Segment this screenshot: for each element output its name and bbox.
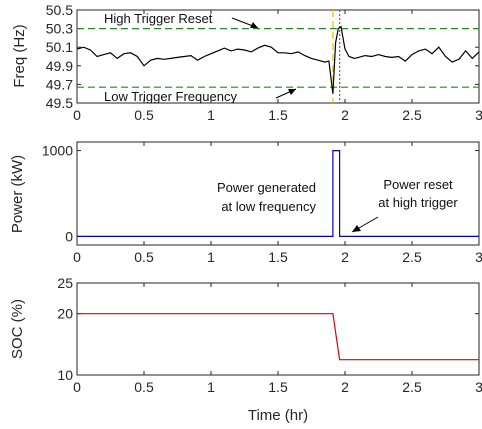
frequency-yticks: 50.5 50.3 50.1 49.9 49.7 49.5 — [46, 2, 479, 111]
frequency-series — [76, 25, 480, 94]
annotation-arrowhead-low — [288, 89, 296, 95]
annotation-arrowhead-high — [250, 22, 258, 28]
power-series — [77, 150, 479, 237]
frequency-panel: Freq (Hz) 50.5 50.3 50.1 49.9 49.7 49.5 0 0.5 1… — [11, 2, 482, 123]
soc-series-line — [77, 313, 479, 361]
soc-xlabel: Time (hr) — [248, 407, 308, 424]
soc-ytick-label: 25 — [57, 275, 73, 291]
power-ylabel: Power (kW) — [9, 155, 26, 233]
freq-xtick-label: 2.5 — [402, 107, 422, 123]
soc-ytick-label: 20 — [57, 306, 73, 322]
power-xtick-label: 2 — [341, 249, 349, 265]
power-ytick-label: 1000 — [42, 143, 73, 159]
soc-yticks: 25 20 10 — [57, 275, 479, 383]
annotation-low-trigger-frequency: Low Trigger Frequency — [104, 89, 237, 104]
annotation-high-trigger-reset: High Trigger Reset — [104, 11, 213, 26]
soc-xtick-label: 0.5 — [134, 379, 154, 395]
soc-ytick-label: 10 — [57, 367, 73, 383]
soc-xticks: 0 0.5 1 1.5 2 2.5 3 — [73, 283, 482, 395]
frequency-ylabel: Freq (Hz) — [11, 24, 28, 87]
soc-xtick-label: 1 — [207, 379, 215, 395]
freq-xtick-label: 2 — [341, 107, 349, 123]
freq-xtick-label: 1 — [207, 107, 215, 123]
power-plot-area — [76, 141, 480, 246]
soc-ylabel: SOC (%) — [9, 299, 26, 359]
soc-xtick-label: 3 — [475, 379, 482, 395]
annotation-power-reset-line2: at high trigger — [378, 195, 458, 210]
freq-xtick-label: 3 — [475, 107, 482, 123]
freq-ytick-label: 49.9 — [46, 58, 73, 74]
soc-panel: SOC (%) Time (hr) 25 20 10 0 0.5 1 1.5 2 2.5 3 — [9, 275, 482, 424]
freq-ytick-label: 50.5 — [46, 2, 73, 18]
annotation-power-generated-line2: at low frequency — [221, 199, 316, 214]
freq-xtick-label: 1.5 — [268, 107, 288, 123]
freq-ytick-label: 49.5 — [46, 95, 73, 111]
soc-series — [77, 313, 479, 361]
freq-ytick-label: 49.7 — [46, 76, 73, 92]
freq-ytick-label: 50.3 — [46, 21, 73, 37]
power-xticks: 0 0.5 1 1.5 2 2.5 3 — [73, 142, 482, 265]
soc-xtick-label: 2.5 — [402, 379, 422, 395]
freq-xtick-label: 0 — [73, 107, 81, 123]
soc-plot-area — [76, 282, 480, 376]
power-ytick-label: 0 — [65, 228, 73, 244]
freq-series-line — [76, 25, 480, 94]
power-xtick-label: 2.5 — [402, 249, 422, 265]
soc-xtick-label: 0 — [73, 379, 81, 395]
power-xtick-label: 0.5 — [134, 249, 154, 265]
annotation-arrowhead-power-reset — [352, 225, 361, 232]
annotation-power-generated-line1: Power generated — [217, 180, 316, 195]
power-panel: Power (kW) 1000 0 0 0.5 1 1.5 2 2.5 3 Power gen… — [9, 141, 482, 265]
power-xtick-label: 0 — [73, 249, 81, 265]
power-xtick-label: 3 — [475, 249, 482, 265]
power-series-line — [77, 150, 479, 237]
soc-xtick-label: 1.5 — [268, 379, 288, 395]
frequency-xticks: 0 0.5 1 1.5 2 2.5 3 — [73, 10, 482, 123]
freq-ytick-label: 50.1 — [46, 39, 73, 55]
freq-xtick-label: 0.5 — [134, 107, 154, 123]
power-xtick-label: 1 — [207, 249, 215, 265]
power-xtick-label: 1.5 — [268, 249, 288, 265]
soc-xtick-label: 2 — [341, 379, 349, 395]
annotation-power-reset-line1: Power reset — [383, 177, 453, 192]
